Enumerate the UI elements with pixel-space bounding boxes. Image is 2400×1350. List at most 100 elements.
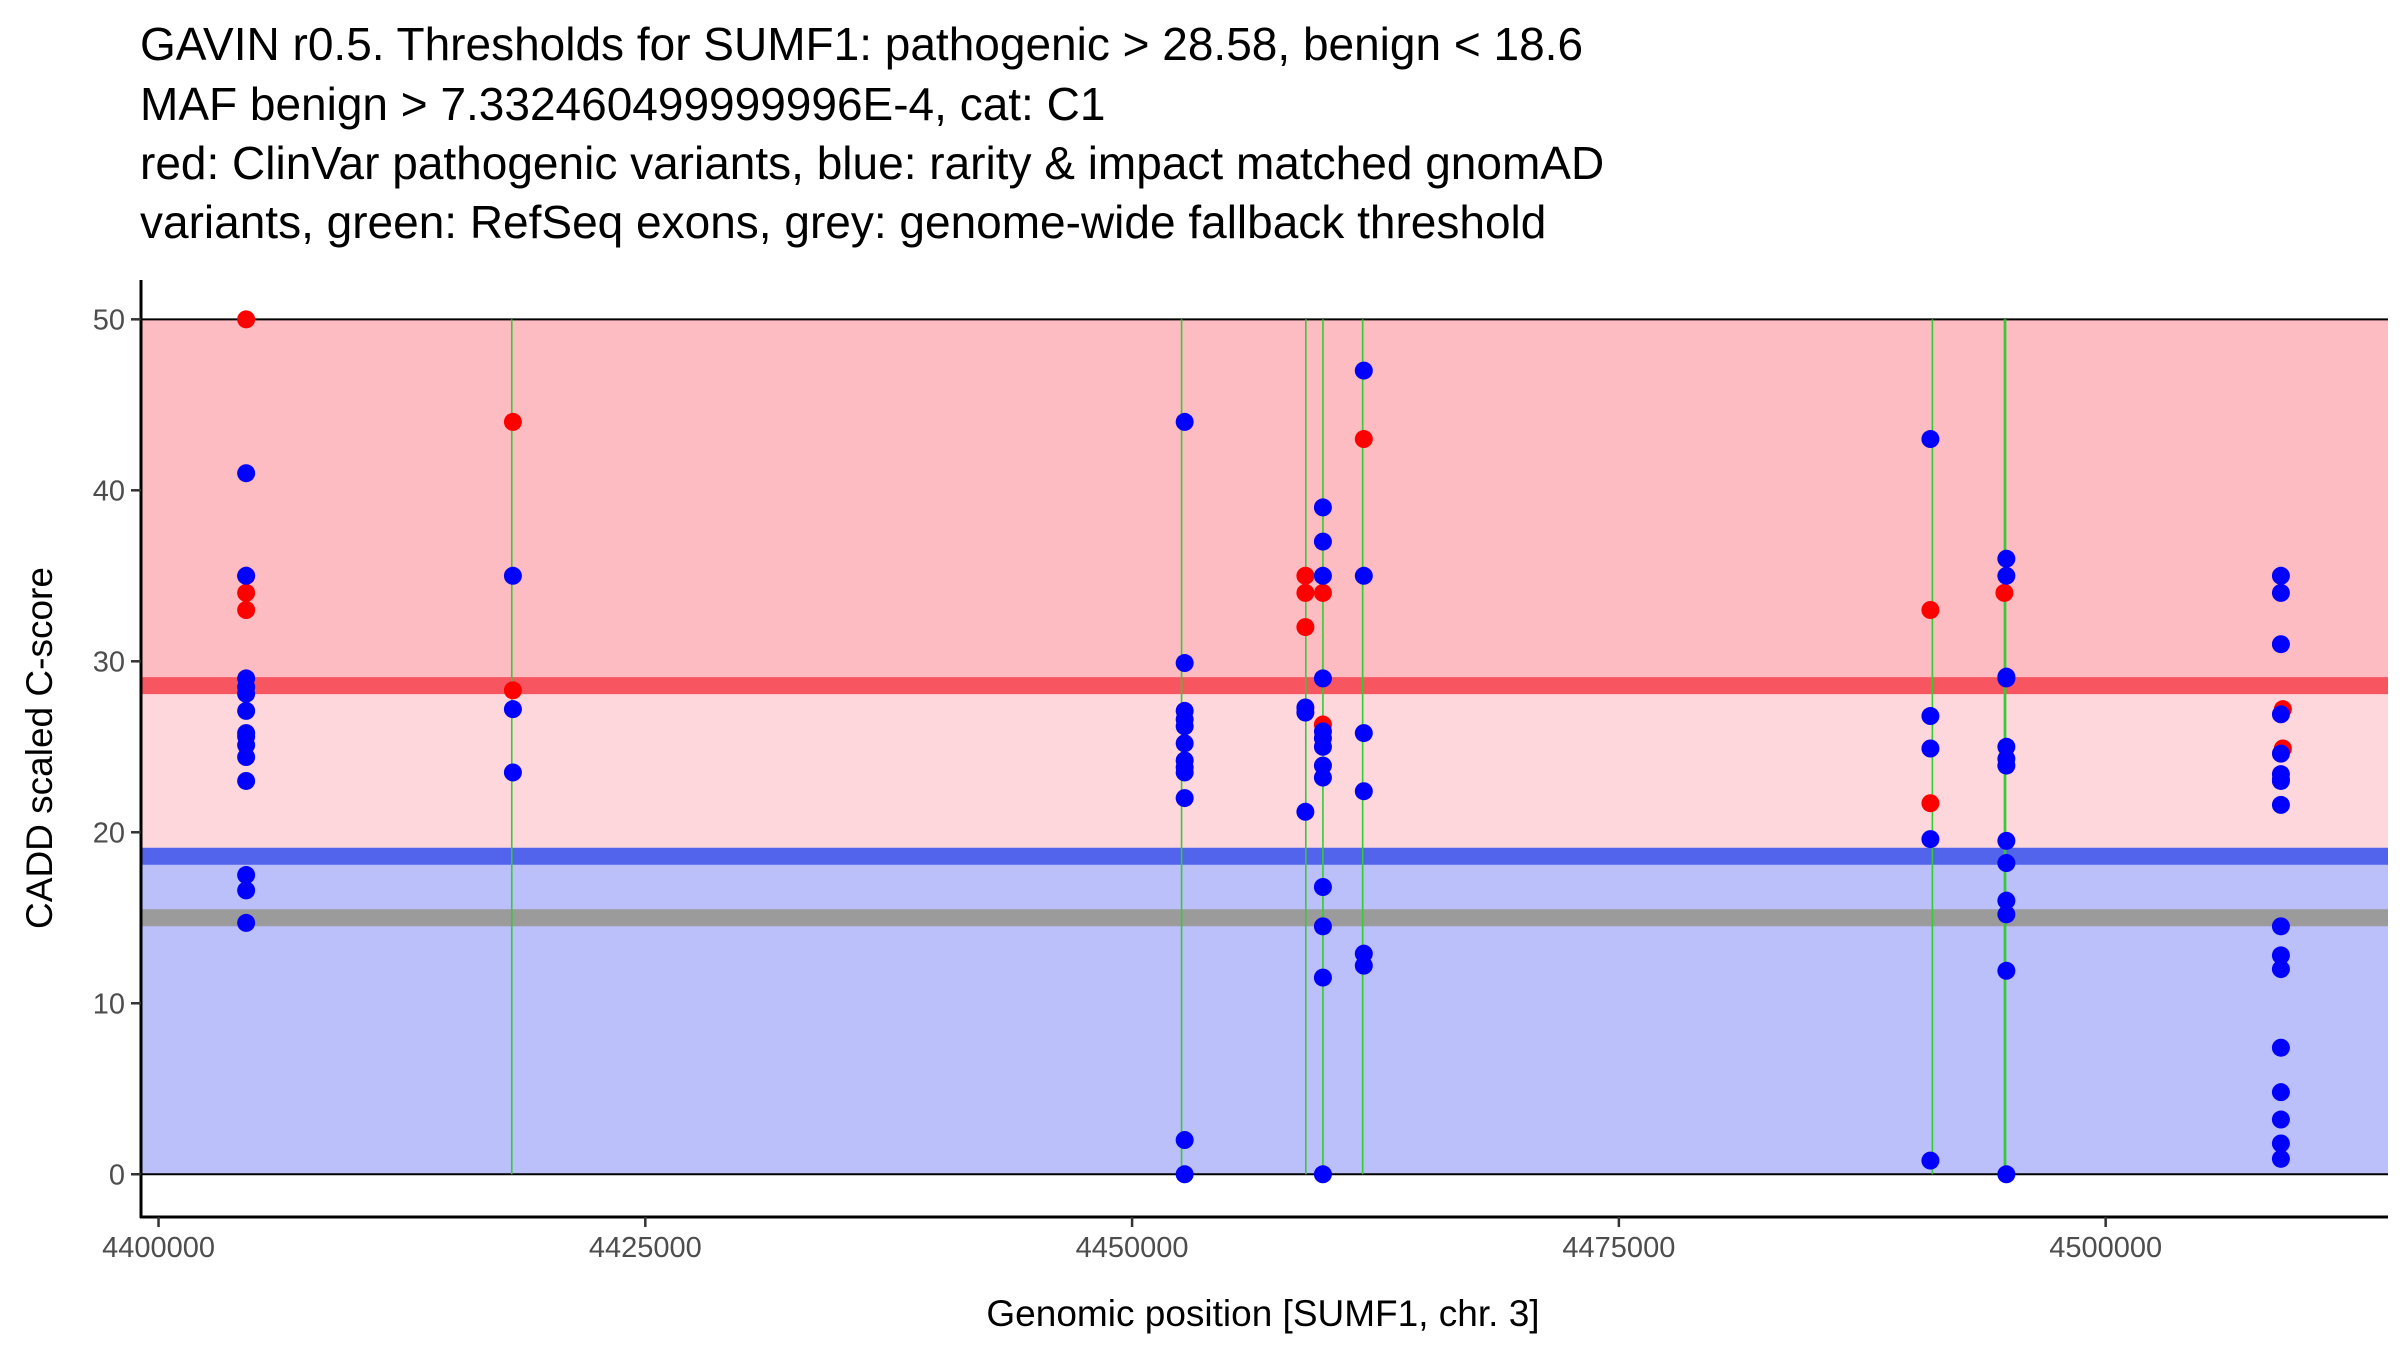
benign-point	[1175, 1131, 1194, 1150]
benign-point	[1313, 737, 1332, 756]
benign-point	[1313, 1165, 1332, 1184]
benign-point	[237, 464, 256, 483]
x-tick-label: 4475000	[1562, 1232, 1675, 1264]
pathogenic-point	[503, 412, 522, 431]
benign-point	[1997, 905, 2016, 924]
benign-point	[1313, 566, 1332, 585]
pathogenic-point	[1296, 566, 1315, 585]
benign-point	[237, 748, 256, 767]
title-line-1: GAVIN r0.5. Thresholds for SUMF1: pathog…	[140, 18, 1583, 70]
benign-point	[237, 701, 256, 720]
benign-point	[1997, 756, 2016, 775]
title-line-2: MAF benign > 7.332460499999996E-4, cat: …	[140, 78, 1105, 130]
benign-point	[237, 913, 256, 932]
benign-point	[1313, 968, 1332, 987]
benign-point	[2271, 583, 2290, 602]
x-axis-title: Genomic position [SUMF1, chr. 3]	[986, 1293, 1539, 1334]
y-tick-label: 10	[93, 988, 125, 1020]
benign-point	[1175, 1165, 1194, 1184]
pathogenic-point	[237, 583, 256, 602]
benign-zone	[141, 856, 2388, 1175]
benign-point	[2271, 1110, 2290, 1129]
exon-marker	[1361, 319, 1364, 1175]
benign-point	[2271, 744, 2290, 763]
x-tick-label: 4450000	[1076, 1232, 1189, 1264]
y-tick-label: 40	[93, 475, 125, 507]
benign-point	[1354, 566, 1373, 585]
benign-point	[2271, 795, 2290, 814]
benign-point	[1313, 669, 1332, 688]
benign-point	[1175, 789, 1194, 808]
pathogenic-point	[1296, 583, 1315, 602]
plot-area: 0 10 20 30 40 50 4400000 4425000 4450000 4475000 4…	[93, 280, 2388, 1264]
benign-series	[237, 361, 2290, 1184]
x-tick-label: 4400000	[102, 1232, 215, 1264]
benign-point	[1296, 703, 1315, 722]
benign-point	[1354, 361, 1373, 380]
y-tick-label: 30	[93, 646, 125, 678]
benign-point	[1175, 734, 1194, 753]
benign-point	[1175, 654, 1194, 673]
benign-point	[1921, 830, 1940, 849]
benign-point	[2271, 960, 2290, 979]
benign-point	[1296, 802, 1315, 821]
title-line-4: variants, green: RefSeq exons, grey: gen…	[140, 196, 1546, 248]
benign-point	[1313, 877, 1332, 896]
benign-point	[1313, 532, 1332, 551]
benign-point	[1354, 782, 1373, 801]
benign-point	[237, 684, 256, 703]
pathogenic-point	[1313, 583, 1332, 602]
benign-point	[1313, 917, 1332, 936]
benign-point	[1997, 669, 2016, 688]
benign-point	[1997, 891, 2016, 910]
pathogenic-point	[1995, 583, 2014, 602]
benign-point	[237, 881, 256, 900]
benign-point	[1997, 961, 2016, 980]
pathogenic-point	[1921, 794, 1940, 813]
benign-point	[1175, 412, 1194, 431]
benign-point	[2271, 1149, 2290, 1168]
chart-title: GAVIN r0.5. Thresholds for SUMF1: pathog…	[140, 18, 1604, 248]
exon-marker	[1305, 319, 1307, 1175]
benign-point	[1997, 831, 2016, 850]
x-tick-label: 4425000	[589, 1232, 702, 1264]
benign-point	[1313, 498, 1332, 517]
benign-point	[1313, 768, 1332, 787]
benign-point	[1354, 724, 1373, 743]
benign-point	[1997, 566, 2016, 585]
pathogenic-zone	[141, 319, 2388, 686]
uncertain-zone	[141, 685, 2388, 857]
pathogenic-point	[237, 601, 256, 620]
benign-point	[2271, 946, 2290, 965]
benign-point	[2271, 635, 2290, 654]
x-tick-label: 4500000	[2049, 1232, 2162, 1264]
benign-point	[2271, 1134, 2290, 1153]
title-line-3: red: ClinVar pathogenic variants, blue: …	[140, 137, 1604, 189]
y-tick-label: 0	[109, 1159, 125, 1191]
y-axis-title: CADD scaled C-score	[19, 567, 60, 929]
benign-point	[1921, 430, 1940, 449]
benign-point	[2271, 917, 2290, 936]
benign-point	[2271, 771, 2290, 790]
benign-point	[237, 771, 256, 790]
benign-point	[1921, 739, 1940, 758]
pathogenic-point	[1921, 601, 1940, 620]
benign-point	[2271, 705, 2290, 724]
benign-point	[237, 566, 256, 585]
pathogenic-point	[1296, 618, 1315, 637]
benign-point	[2271, 1038, 2290, 1057]
benign-point	[503, 700, 522, 719]
benign-point	[1175, 717, 1194, 736]
benign-point	[1997, 549, 2016, 568]
benign-point	[1997, 1165, 2016, 1184]
pathogenic-point	[237, 310, 256, 329]
y-tick-label: 50	[93, 304, 125, 336]
benign-point	[1921, 707, 1940, 726]
pathogenic-point	[1354, 430, 1373, 449]
benign-point	[1997, 854, 2016, 873]
benign-point	[2271, 566, 2290, 585]
exon-marker	[510, 319, 513, 1175]
benign-point	[1921, 1151, 1940, 1170]
pathogenic-point	[503, 681, 522, 700]
